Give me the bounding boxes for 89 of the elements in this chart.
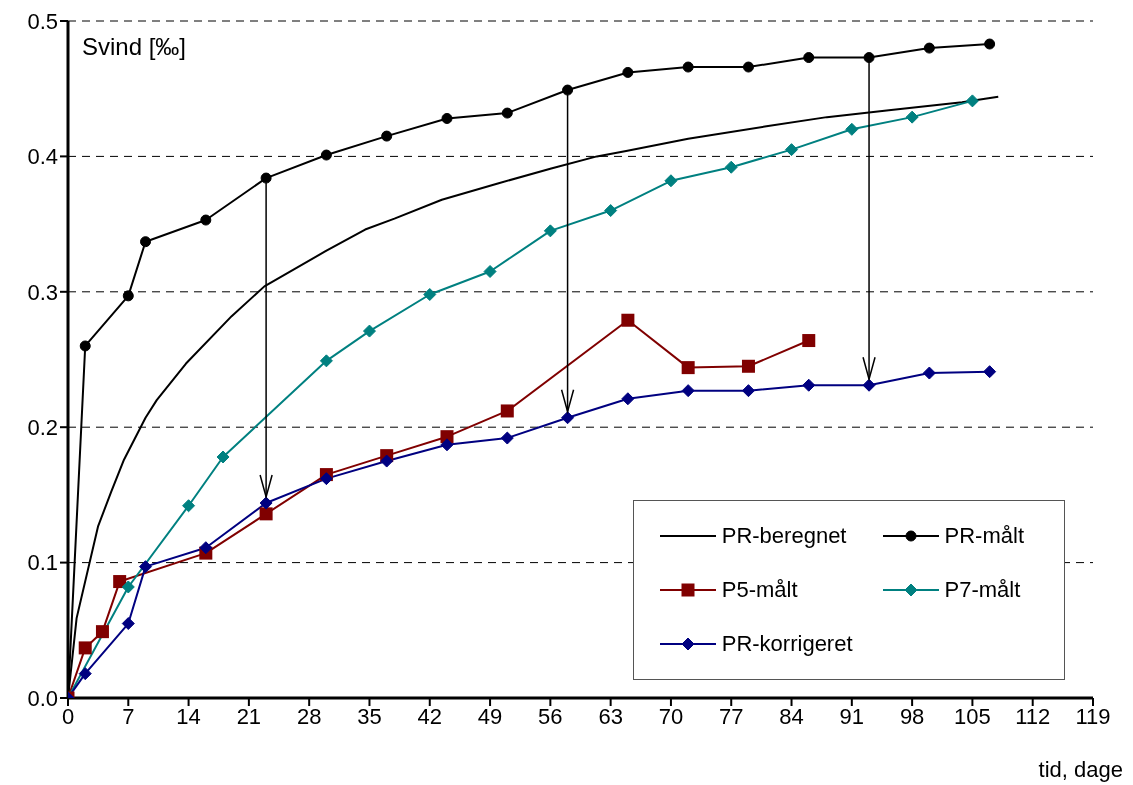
x-tick-label: 21 bbox=[236, 703, 262, 729]
x-tick-label: 49 bbox=[477, 703, 503, 729]
legend-label: PR-korrigeret bbox=[721, 631, 853, 657]
x-tick-label: 70 bbox=[658, 703, 684, 729]
point bbox=[500, 431, 514, 445]
x-tick-label: 119 bbox=[1075, 703, 1111, 729]
point bbox=[983, 365, 997, 379]
x-tick-label: 56 bbox=[538, 703, 563, 729]
point bbox=[742, 61, 754, 73]
point bbox=[923, 42, 935, 54]
point bbox=[724, 160, 738, 174]
point bbox=[122, 290, 134, 302]
point bbox=[561, 411, 575, 425]
point bbox=[121, 580, 135, 594]
point bbox=[741, 384, 755, 398]
x-tick-label: 84 bbox=[779, 703, 804, 729]
x-tick-label: 105 bbox=[954, 703, 991, 729]
y-tick-label: 0.5 bbox=[27, 8, 58, 34]
x-tick-label: 14 bbox=[176, 703, 201, 729]
x-tick-label: 77 bbox=[718, 703, 744, 729]
point bbox=[79, 340, 91, 352]
point bbox=[803, 52, 815, 64]
point bbox=[905, 110, 919, 124]
x-tick-label: 112 bbox=[1015, 703, 1051, 729]
point bbox=[380, 454, 394, 468]
point bbox=[199, 541, 213, 555]
point bbox=[664, 174, 678, 188]
point bbox=[862, 378, 876, 392]
point bbox=[113, 575, 127, 589]
point bbox=[216, 450, 230, 464]
point bbox=[682, 61, 694, 73]
point bbox=[259, 496, 273, 510]
point bbox=[319, 354, 333, 368]
point bbox=[78, 667, 92, 681]
point bbox=[95, 625, 109, 639]
point bbox=[681, 361, 695, 375]
x-tick-label: 63 bbox=[598, 703, 623, 729]
x-tick-label: 0 bbox=[61, 703, 75, 729]
point bbox=[622, 66, 634, 78]
y-tick-label: 0.2 bbox=[27, 415, 58, 441]
point bbox=[681, 384, 695, 398]
x-tick-label: 42 bbox=[417, 703, 443, 729]
y-tick-label: 0.3 bbox=[27, 279, 58, 305]
point bbox=[802, 334, 816, 348]
point bbox=[922, 366, 936, 380]
point bbox=[78, 641, 92, 655]
y-tick-label: 0.0 bbox=[27, 685, 58, 711]
x-tick-label: 98 bbox=[899, 703, 925, 729]
point bbox=[621, 392, 635, 406]
point bbox=[139, 560, 153, 574]
y-tick-label: 0.1 bbox=[27, 550, 58, 576]
point bbox=[483, 264, 497, 278]
legend-label: P5-målt bbox=[721, 577, 798, 603]
point bbox=[259, 507, 273, 521]
x-tick-label: 91 bbox=[839, 703, 865, 729]
point bbox=[501, 107, 513, 119]
point bbox=[320, 149, 332, 161]
point bbox=[362, 324, 376, 338]
point bbox=[863, 52, 875, 64]
point bbox=[621, 313, 635, 327]
legend-label: PR-målt bbox=[944, 523, 1024, 549]
point bbox=[604, 204, 618, 218]
point bbox=[182, 499, 196, 513]
point bbox=[200, 214, 212, 226]
y-tick-label: 0.4 bbox=[27, 144, 58, 170]
point bbox=[319, 472, 333, 486]
y-axis-title: Svind [‰] bbox=[82, 33, 187, 61]
legend-label: PR-beregnet bbox=[721, 523, 847, 549]
point bbox=[260, 172, 272, 184]
point bbox=[802, 378, 816, 392]
point bbox=[562, 84, 574, 96]
point bbox=[121, 617, 135, 631]
legend-label: P7-målt bbox=[944, 577, 1021, 603]
x-axis-title: tid, dage bbox=[1038, 757, 1123, 782]
point bbox=[500, 404, 514, 418]
point bbox=[845, 122, 859, 136]
point bbox=[965, 94, 979, 108]
point bbox=[741, 359, 755, 373]
point bbox=[140, 236, 152, 248]
point bbox=[984, 38, 996, 50]
point bbox=[440, 438, 454, 452]
point bbox=[785, 143, 799, 157]
x-tick-label: 35 bbox=[357, 703, 382, 729]
x-tick-label: 28 bbox=[296, 703, 322, 729]
point bbox=[423, 288, 437, 302]
point bbox=[543, 224, 557, 238]
x-tick-label: 7 bbox=[122, 703, 135, 729]
point bbox=[441, 112, 453, 124]
point bbox=[381, 130, 393, 142]
